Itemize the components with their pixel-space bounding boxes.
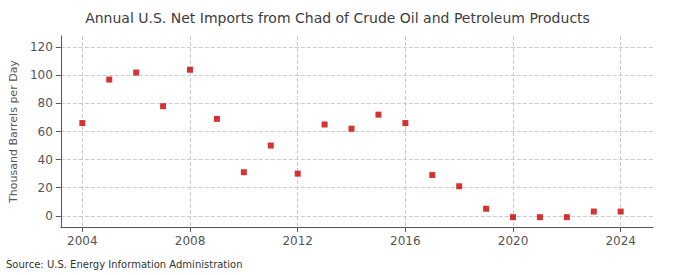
svg-text:0: 0	[45, 209, 53, 223]
svg-text:2020: 2020	[498, 234, 529, 248]
svg-text:20: 20	[38, 181, 53, 195]
svg-text:40: 40	[38, 153, 53, 167]
svg-text:100: 100	[30, 68, 53, 82]
svg-text:60: 60	[38, 125, 53, 139]
svg-text:Annual U.S. Net Imports from C: Annual U.S. Net Imports from Chad of Cru…	[85, 10, 590, 26]
svg-text:2012: 2012	[282, 234, 313, 248]
svg-text:2016: 2016	[390, 234, 421, 248]
svg-text:80: 80	[38, 96, 53, 110]
svg-text:2024: 2024	[605, 234, 636, 248]
svg-text:Source: U.S. Energy Informatio: Source: U.S. Energy Information Administ…	[6, 259, 243, 270]
svg-text:120: 120	[30, 40, 53, 54]
svg-text:Thousand Barrels per Day: Thousand Barrels per Day	[7, 60, 20, 204]
svg-text:2004: 2004	[67, 234, 98, 248]
svg-text:2008: 2008	[175, 234, 206, 248]
